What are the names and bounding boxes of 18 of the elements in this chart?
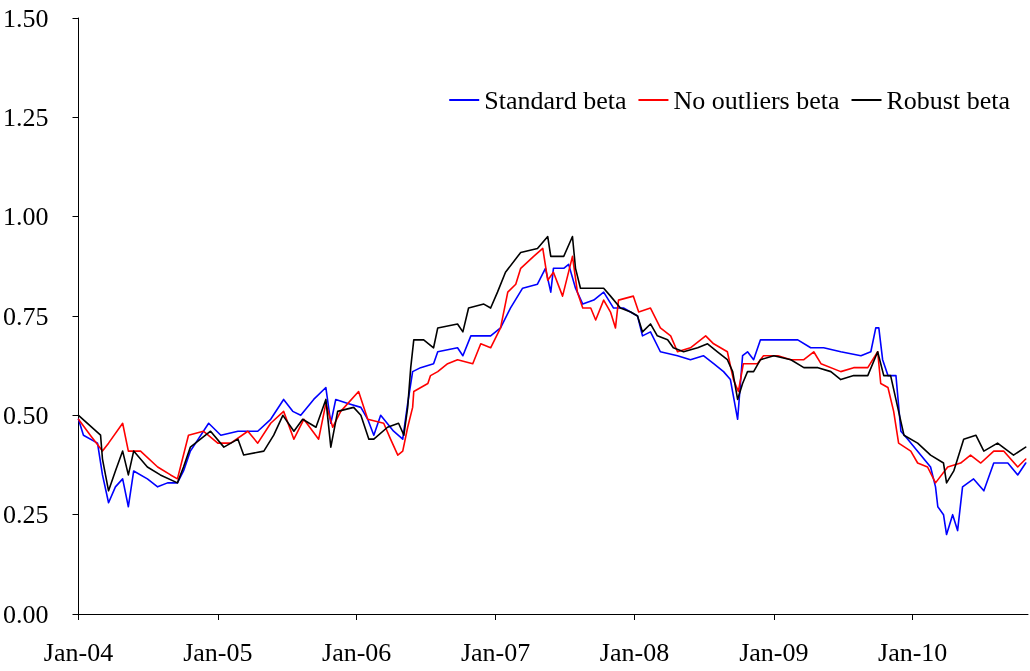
legend-label: No outliers beta bbox=[673, 85, 840, 115]
x-tick-label: Jan-08 bbox=[599, 637, 670, 667]
y-tick-label: 1.00 bbox=[3, 202, 49, 232]
y-tick-label: 0.25 bbox=[3, 500, 49, 530]
y-tick-label: 1.25 bbox=[3, 102, 49, 132]
x-tick-label: Jan-05 bbox=[183, 637, 253, 667]
legend-label: Robust beta bbox=[886, 85, 1011, 115]
line-series bbox=[77, 263, 1027, 536]
y-tick-label: 0.50 bbox=[3, 400, 49, 430]
y-tick-label: 0.00 bbox=[3, 599, 49, 629]
x-tick-label: Jan-09 bbox=[739, 637, 809, 667]
legend-label: Standard beta bbox=[484, 85, 627, 115]
x-tick-label: Jan-10 bbox=[878, 637, 948, 667]
y-tick-label: 0.75 bbox=[3, 301, 49, 331]
x-tick-label: Jan-04 bbox=[43, 637, 114, 667]
x-tick-label: Jan-06 bbox=[322, 637, 392, 667]
y-tick-label: 1.50 bbox=[3, 3, 49, 33]
x-tick-label: Jan-07 bbox=[460, 637, 531, 667]
